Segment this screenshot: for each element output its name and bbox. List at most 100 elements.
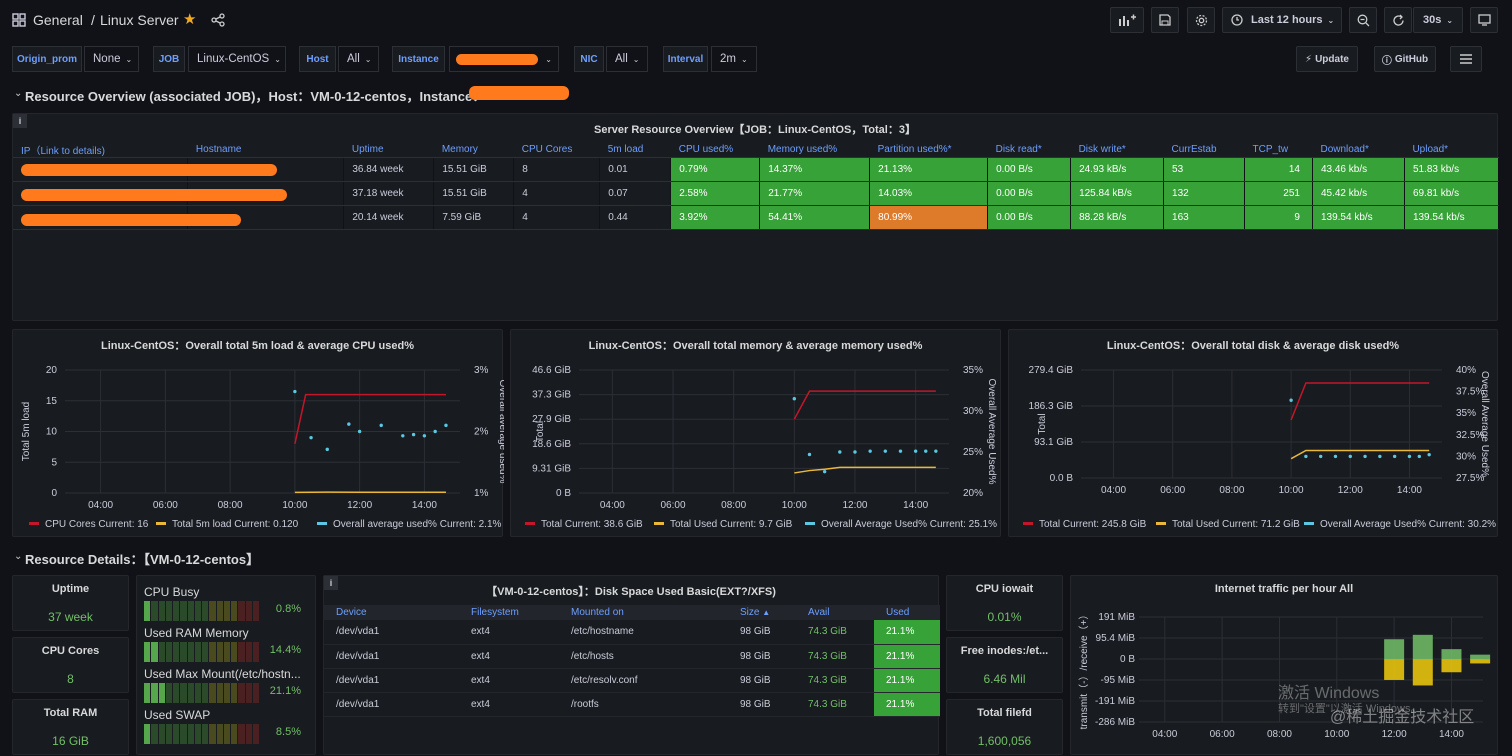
transmit-bar — [1413, 659, 1433, 685]
col-memory[interactable]: Memory — [434, 142, 514, 158]
x-tick-label: 10:00 — [282, 500, 307, 511]
col-upload[interactable]: Upload* — [1404, 142, 1498, 158]
update-label: Update — [1315, 54, 1349, 65]
col-hostname[interactable]: Hostname — [188, 142, 344, 158]
star-icon[interactable]: ★ — [183, 10, 196, 28]
data-point — [838, 450, 841, 453]
cell-memory-used: 54.41% — [760, 206, 870, 230]
col-avail[interactable]: Avail — [796, 605, 874, 620]
data-point — [914, 449, 917, 452]
stat-total-filefd: Total filefd 1,600,056 — [946, 699, 1063, 755]
y-tick-label: 93.1 GiB — [1034, 437, 1073, 448]
col-download[interactable]: Download* — [1312, 142, 1404, 158]
chevron-down-icon: ⌄ — [1446, 16, 1453, 25]
col-cpu-used[interactable]: CPU used% — [671, 142, 760, 158]
data-point — [1349, 455, 1352, 458]
y-tick-label: 95.4 MiB — [1096, 633, 1136, 644]
legend-label: Total Current: 38.6 GiB — [541, 519, 643, 530]
col-ip[interactable]: IP（Link to details) — [13, 142, 188, 158]
col-5m-load[interactable]: 5m load — [600, 142, 671, 158]
add-panel-button[interactable] — [1110, 7, 1144, 33]
data-point — [358, 430, 361, 433]
cell-currestab: 163 — [1164, 206, 1245, 230]
y-axis-label: Total — [1037, 413, 1048, 434]
save-icon — [1159, 14, 1171, 26]
cell-download: 45.42 kb/s — [1312, 182, 1404, 206]
row-collapse-icon[interactable]: ⌄ — [14, 88, 22, 99]
legend-swatch — [1156, 522, 1166, 525]
clock-icon — [1231, 14, 1243, 26]
y-tick-label: 279.4 GiB — [1029, 365, 1074, 376]
col-currestab[interactable]: CurrEstab — [1164, 142, 1245, 158]
y2-tick-label: 1% — [474, 488, 489, 499]
cell-avail: 74.3 GiB — [796, 692, 874, 716]
var-select-host[interactable]: All⌄ — [338, 46, 379, 72]
y2-tick-label: 25% — [963, 447, 983, 458]
bar-gauge-value: 8.5% — [276, 726, 301, 738]
y-tick-label: 186.3 GiB — [1029, 401, 1074, 412]
data-point — [853, 450, 856, 453]
data-point — [899, 449, 902, 452]
cell-uptime: 36.84 week — [344, 158, 434, 182]
col-size-label: Size — [740, 607, 759, 618]
x-tick-label: 06:00 — [1160, 485, 1185, 496]
legend-label: Overall Average Used% Current: 25.1% — [821, 519, 997, 530]
col-used[interactable]: Used — [874, 605, 940, 620]
col-device[interactable]: Device — [324, 605, 459, 620]
col-tcp-tw[interactable]: TCP_tw — [1244, 142, 1312, 158]
menu-button[interactable] — [1450, 46, 1482, 72]
legend-label: Overall average used% Current: 2.1% — [333, 519, 502, 530]
row-collapse-icon[interactable]: ⌄ — [14, 551, 22, 562]
var-label-instance: Instance — [392, 46, 445, 72]
x-tick-label: 06:00 — [153, 500, 178, 511]
refresh-button[interactable] — [1384, 7, 1412, 33]
zoom-out-button[interactable] — [1349, 7, 1377, 33]
var-select-job[interactable]: Linux-CentOS⌄ — [188, 46, 286, 72]
bar-gauge — [144, 724, 259, 744]
var-select-instance[interactable]: ⌄ — [449, 46, 559, 72]
data-point — [412, 433, 415, 436]
legend-swatch — [654, 522, 664, 525]
row-title-resource-details[interactable]: Resource Details：【VM-0-12-centos】 — [25, 549, 259, 568]
panel-title: Server Resource Overview【JOB：Linux-CentO… — [13, 121, 1497, 137]
col-disk-read[interactable]: Disk read* — [988, 142, 1071, 158]
monitor-icon — [1478, 14, 1491, 26]
row-title-resource-overview[interactable]: Resource Overview (associated JOB)，Host：… — [25, 86, 485, 105]
refresh-interval-picker[interactable]: 30s⌄ — [1413, 7, 1463, 33]
panel-title: 【VM-0-12-centos】：Disk Space Used Basic(E… — [324, 583, 938, 599]
var-select-nic[interactable]: All⌄ — [606, 46, 648, 72]
col-mounted-on[interactable]: Mounted on — [559, 605, 728, 620]
col-cpu-cores[interactable]: CPU Cores — [514, 142, 600, 158]
var-select-interval[interactable]: 2m⌄ — [711, 46, 757, 72]
bar-gauge — [144, 601, 259, 621]
disk-space-panel: i 【VM-0-12-centos】：Disk Space Used Basic… — [323, 575, 939, 755]
bar-gauge-value: 14.4% — [270, 644, 301, 656]
settings-button[interactable] — [1187, 7, 1215, 33]
col-memory-used[interactable]: Memory used% — [760, 142, 870, 158]
chevron-down-icon: ⌄ — [1328, 16, 1335, 25]
time-range-picker[interactable]: Last 12 hours⌄ — [1222, 7, 1342, 33]
chevron-down-icon: ⌄ — [741, 55, 748, 64]
share-icon[interactable] — [211, 13, 225, 27]
cell-avail: 74.3 GiB — [796, 620, 874, 644]
update-link[interactable]: ⚡Update — [1296, 46, 1358, 72]
col-partition-used[interactable]: Partition used%* — [870, 142, 988, 158]
col-disk-write[interactable]: Disk write* — [1071, 142, 1164, 158]
x-tick-label: 04:00 — [1152, 729, 1177, 740]
y-tick-label: 20 — [46, 365, 58, 376]
dashboards-grid-icon[interactable] — [12, 13, 26, 27]
col-filesystem[interactable]: Filesystem — [459, 605, 559, 620]
save-dashboard-button[interactable] — [1151, 7, 1179, 33]
breadcrumb-folder[interactable]: General — [33, 12, 83, 28]
y2-tick-label: 30% — [963, 406, 983, 417]
var-select-origin-prom[interactable]: None⌄ — [84, 46, 139, 72]
cell-disk-write: 88.28 kB/s — [1071, 206, 1164, 230]
tv-mode-button[interactable] — [1470, 7, 1498, 33]
col-uptime[interactable]: Uptime — [344, 142, 434, 158]
col-size[interactable]: Size ▲ — [728, 605, 796, 620]
